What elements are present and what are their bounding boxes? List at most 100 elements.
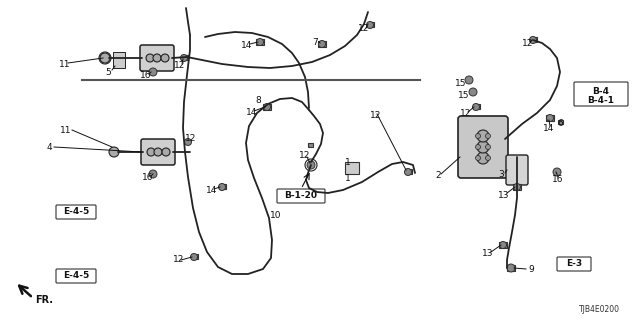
Text: 5: 5 [105, 68, 111, 76]
Text: 11: 11 [60, 125, 72, 134]
Text: 14: 14 [206, 186, 218, 195]
Bar [367, 22, 374, 27]
Text: 12: 12 [299, 150, 310, 159]
Text: 12: 12 [174, 60, 186, 69]
Circle shape [264, 103, 271, 110]
Circle shape [547, 115, 554, 122]
Text: 16: 16 [140, 70, 152, 79]
Text: 13: 13 [482, 250, 493, 259]
Circle shape [191, 253, 198, 260]
Circle shape [486, 145, 490, 149]
Bar [507, 265, 515, 271]
Bar [546, 115, 554, 121]
Text: 12: 12 [185, 133, 196, 142]
Text: 12: 12 [522, 38, 533, 47]
Text: 12: 12 [460, 108, 472, 117]
Circle shape [367, 21, 374, 28]
Bar [557, 120, 563, 124]
Text: 1: 1 [345, 157, 351, 166]
Circle shape [507, 264, 515, 272]
FancyBboxPatch shape [506, 155, 528, 185]
Text: E-3: E-3 [566, 260, 582, 268]
Circle shape [476, 145, 481, 149]
Circle shape [109, 147, 119, 157]
Circle shape [472, 103, 479, 110]
Text: TJB4E0200: TJB4E0200 [579, 305, 620, 314]
Circle shape [513, 183, 520, 190]
Circle shape [154, 148, 162, 156]
Bar [499, 242, 507, 248]
Circle shape [149, 170, 157, 178]
Text: B-4-1: B-4-1 [588, 95, 614, 105]
Circle shape [529, 36, 536, 44]
Text: 3: 3 [498, 170, 504, 179]
Circle shape [147, 148, 155, 156]
Text: 10: 10 [270, 211, 282, 220]
Circle shape [307, 161, 315, 169]
Circle shape [404, 169, 412, 175]
Circle shape [553, 168, 561, 176]
Bar [513, 184, 521, 190]
Text: 14: 14 [543, 124, 554, 132]
Bar [345, 162, 359, 174]
Circle shape [146, 54, 154, 62]
Bar [263, 104, 271, 110]
Circle shape [465, 76, 473, 84]
Circle shape [100, 53, 110, 63]
Circle shape [184, 139, 191, 146]
Circle shape [486, 133, 490, 139]
FancyBboxPatch shape [458, 116, 508, 178]
Bar [113, 52, 125, 68]
Text: 11: 11 [59, 60, 70, 68]
Text: 16: 16 [552, 174, 563, 183]
Text: 2: 2 [435, 171, 440, 180]
Circle shape [477, 141, 489, 153]
Text: 14: 14 [241, 41, 252, 50]
Bar [318, 41, 326, 47]
Circle shape [477, 152, 489, 164]
Text: 1: 1 [345, 173, 351, 182]
Text: 12: 12 [173, 255, 184, 265]
Bar [180, 55, 188, 60]
Circle shape [161, 54, 169, 62]
Text: 13: 13 [498, 190, 509, 199]
Bar [307, 143, 312, 147]
Circle shape [486, 156, 490, 161]
Circle shape [153, 54, 161, 62]
Text: E-4-5: E-4-5 [63, 271, 89, 281]
Circle shape [469, 88, 477, 96]
Text: B-4: B-4 [593, 86, 609, 95]
Circle shape [499, 242, 506, 249]
Bar [256, 39, 264, 45]
Text: 14: 14 [246, 108, 257, 116]
Bar [472, 104, 479, 109]
Text: 15: 15 [458, 91, 470, 100]
Circle shape [180, 54, 188, 61]
Circle shape [477, 130, 489, 142]
Text: 15: 15 [455, 78, 467, 87]
Text: 4: 4 [47, 142, 52, 151]
Text: 12: 12 [358, 23, 369, 33]
Text: 9: 9 [528, 266, 534, 275]
Circle shape [476, 156, 481, 161]
Circle shape [257, 38, 264, 45]
Bar [404, 169, 412, 174]
Bar [191, 254, 198, 259]
Text: 8: 8 [255, 95, 260, 105]
Circle shape [149, 68, 157, 76]
Text: 12: 12 [370, 110, 381, 119]
Text: B-1-20: B-1-20 [285, 191, 317, 201]
Circle shape [476, 133, 481, 139]
Circle shape [319, 41, 326, 47]
Text: 6: 6 [557, 118, 563, 127]
Bar [529, 37, 536, 42]
Text: FR.: FR. [35, 295, 53, 305]
Text: E-4-5: E-4-5 [63, 207, 89, 217]
Text: 7: 7 [312, 37, 317, 46]
Text: 16: 16 [142, 172, 154, 181]
Circle shape [218, 183, 225, 190]
FancyBboxPatch shape [140, 45, 174, 71]
FancyBboxPatch shape [141, 139, 175, 165]
Circle shape [162, 148, 170, 156]
Bar [218, 184, 225, 189]
